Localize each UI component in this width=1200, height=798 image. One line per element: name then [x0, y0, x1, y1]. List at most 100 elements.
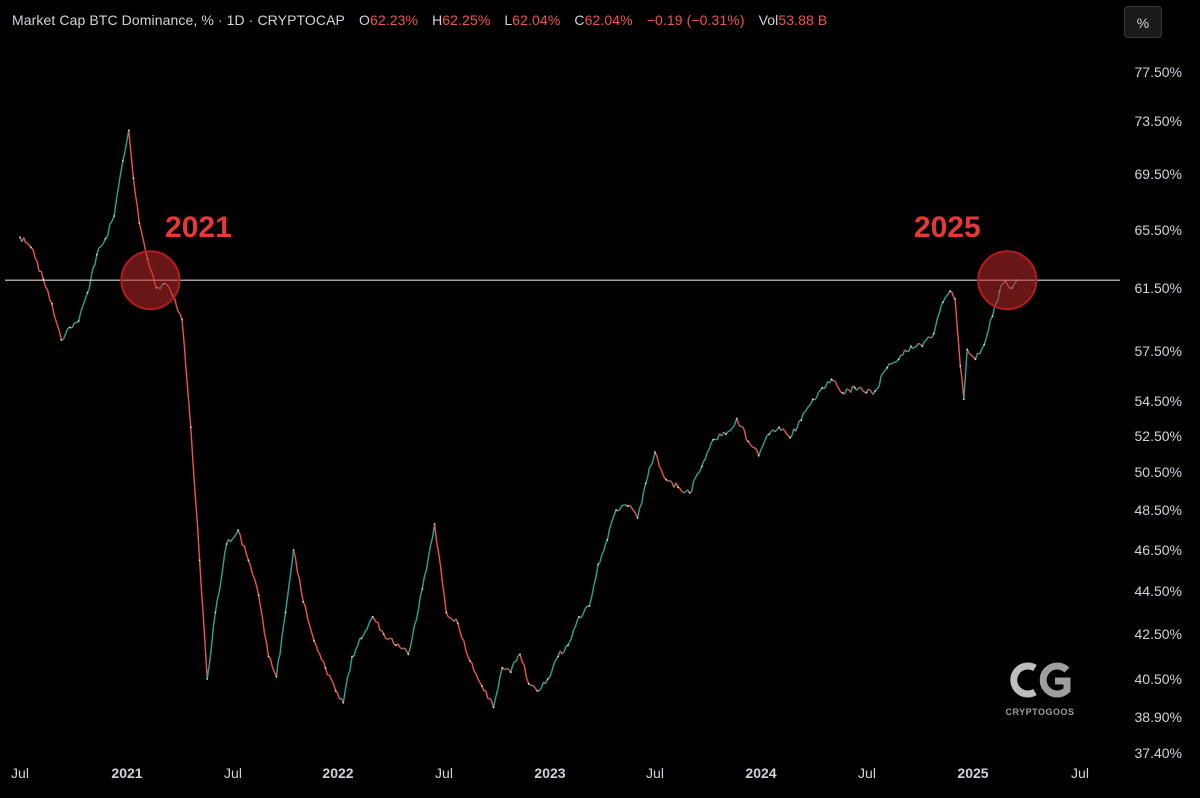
y-tick-label: 48.50%: [1135, 502, 1182, 518]
price-segment: [281, 624, 285, 639]
price-segment: [419, 588, 423, 597]
price-segment: [904, 349, 908, 353]
price-segment: [974, 352, 979, 360]
price-segment: [279, 637, 283, 655]
price-segment: [192, 462, 196, 495]
price-point: [77, 320, 80, 322]
price-segment: [515, 655, 519, 662]
price-segment: [667, 479, 671, 482]
price-segment: [269, 658, 274, 668]
price-segment: [858, 386, 861, 389]
price-segment: [704, 451, 709, 459]
price-point: [122, 159, 124, 162]
price-point: [30, 246, 32, 249]
price-segment: [324, 667, 329, 676]
price-point: [181, 318, 183, 321]
price-segment: [364, 628, 368, 632]
price-segment: [782, 428, 786, 432]
price-segment: [959, 365, 963, 380]
price-segment: [140, 230, 145, 241]
price-segment: [100, 243, 104, 248]
price-segment: [915, 342, 920, 347]
price-segment: [736, 418, 740, 425]
price-point: [237, 529, 240, 531]
price-segment: [32, 249, 36, 259]
price-point: [921, 345, 924, 348]
price-segment: [796, 420, 800, 427]
price-segment: [580, 613, 584, 619]
price-segment: [658, 466, 663, 471]
price-segment: [551, 663, 555, 672]
price-point: [127, 129, 130, 132]
price-segment: [311, 633, 315, 641]
price-segment: [692, 477, 697, 482]
x-tick-label: Jul: [224, 765, 242, 781]
y-tick-label: 44.50%: [1135, 583, 1182, 599]
price-point: [725, 433, 727, 436]
price-point: [433, 523, 436, 525]
price-segment: [263, 633, 268, 642]
price-segment: [321, 659, 324, 662]
price-segment: [465, 650, 469, 657]
annotation-circle: [977, 250, 1038, 311]
price-segment: [427, 545, 432, 558]
price-segment: [836, 385, 840, 389]
price-segment: [957, 343, 961, 367]
price-point: [104, 237, 107, 240]
price-segment: [34, 257, 38, 263]
price-segment: [987, 319, 992, 331]
price-segment: [229, 538, 233, 543]
percent-scale-button[interactable]: %: [1124, 6, 1162, 38]
price-segment: [590, 585, 595, 598]
price-segment: [912, 346, 915, 350]
price-segment: [880, 372, 884, 377]
price-segment: [619, 505, 623, 510]
y-tick-label: 57.50%: [1135, 343, 1182, 359]
price-segment: [190, 427, 194, 463]
price-segment: [800, 413, 804, 421]
annotation-label: 2025: [914, 211, 981, 244]
price-segment: [485, 690, 489, 699]
price-segment: [519, 654, 523, 663]
price-segment: [954, 298, 958, 324]
price-segment: [296, 572, 300, 579]
price-segment: [923, 339, 927, 343]
price-segment: [138, 222, 142, 232]
price-segment: [892, 361, 895, 364]
price-segment: [111, 215, 115, 222]
price-point: [942, 301, 944, 304]
price-segment: [181, 319, 185, 345]
y-tick-label: 42.50%: [1135, 626, 1182, 642]
x-tick-label: 2025: [957, 765, 988, 781]
price-segment: [694, 473, 699, 478]
price-segment: [463, 640, 467, 652]
price-point: [519, 653, 521, 656]
price-segment: [306, 617, 311, 626]
price-segment: [247, 560, 252, 567]
price-point: [688, 492, 691, 494]
price-segment: [92, 264, 96, 269]
price-segment: [115, 185, 120, 200]
price-segment: [473, 670, 477, 674]
watermark-text: CRYPTOGOOS: [1005, 707, 1075, 717]
price-segment: [459, 630, 463, 639]
y-tick-label: 37.40%: [1135, 745, 1182, 761]
price-segment: [933, 326, 937, 334]
price-segment: [353, 649, 357, 657]
price-segment: [497, 676, 501, 689]
price-segment: [785, 433, 789, 437]
price-segment: [838, 387, 842, 393]
price-segment: [173, 298, 178, 306]
price-segment: [80, 305, 84, 312]
price-segment: [409, 637, 413, 648]
price-point: [536, 690, 539, 692]
price-point: [644, 482, 647, 485]
price-segment: [441, 582, 446, 597]
price-segment: [319, 653, 323, 661]
price-segment: [727, 430, 731, 433]
price-segment: [36, 261, 40, 272]
price-point: [189, 426, 192, 429]
price-segment: [979, 348, 983, 355]
price-segment: [243, 545, 248, 555]
